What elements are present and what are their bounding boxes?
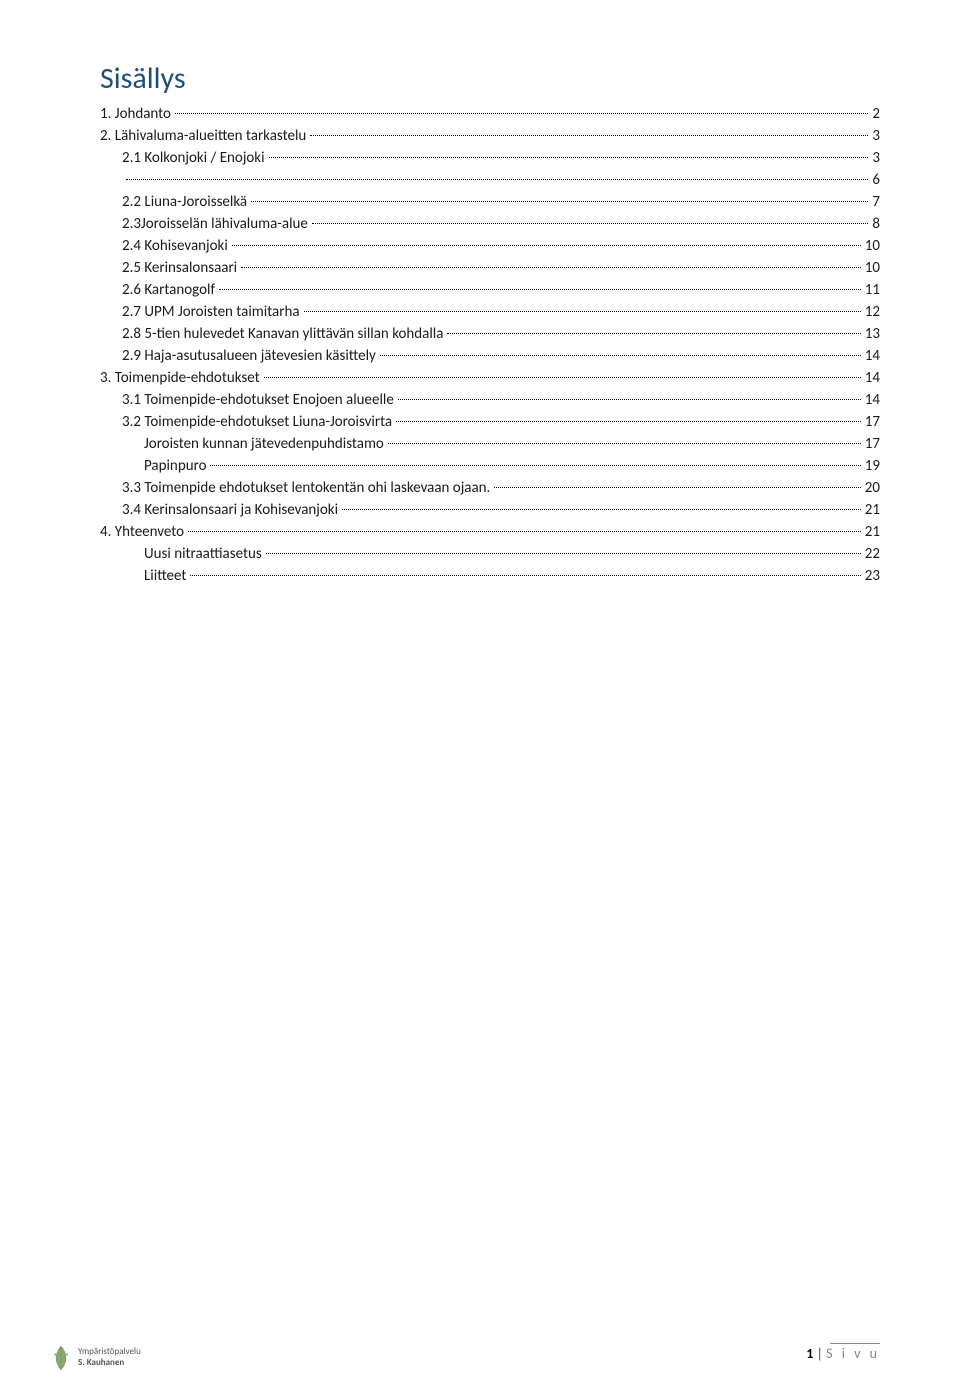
toc-label: 3.4 Kerinsalonsaari ja Kohisevanjoki bbox=[122, 501, 338, 519]
toc-leader bbox=[396, 421, 861, 422]
toc-leader bbox=[304, 311, 861, 312]
toc-page: 17 bbox=[865, 435, 880, 453]
toc-label: 2.5 Kerinsalonsaari bbox=[122, 259, 237, 277]
toc-entry[interactable]: 2.6 Kartanogolf 11 bbox=[100, 281, 880, 299]
toc-leader bbox=[312, 223, 869, 224]
toc-page: 10 bbox=[865, 259, 880, 277]
toc-entry[interactable]: 2. Lähivaluma-alueitten tarkastelu 3 bbox=[100, 127, 880, 145]
toc-entry[interactable]: 3. Toimenpide-ehdotukset 14 bbox=[100, 369, 880, 387]
toc-page: 19 bbox=[865, 457, 880, 475]
toc-label: 3. Toimenpide-ehdotukset bbox=[100, 369, 260, 387]
toc-label: 1. Johdanto bbox=[100, 105, 171, 123]
toc-entry[interactable]: 3.3 Toimenpide ehdotukset lentokentän oh… bbox=[100, 479, 880, 497]
toc-leader bbox=[398, 399, 861, 400]
toc-page: 21 bbox=[865, 523, 880, 541]
toc-leader bbox=[175, 113, 868, 114]
toc-page: 3 bbox=[872, 127, 880, 145]
toc-page: 6 bbox=[872, 171, 880, 189]
toc-label: Liitteet bbox=[144, 567, 186, 585]
toc-entry[interactable]: 2.5 Kerinsalonsaari 10 bbox=[100, 259, 880, 277]
toc-label: 2. Lähivaluma-alueitten tarkastelu bbox=[100, 127, 306, 145]
toc-page: 11 bbox=[865, 281, 880, 299]
toc-leader bbox=[380, 355, 861, 356]
toc-label: 2.4 Kohisevanjoki bbox=[122, 237, 228, 255]
footer-logo: Ympäristöpalvelu S. Kauhanen bbox=[50, 1344, 141, 1372]
toc-page: 14 bbox=[865, 391, 880, 409]
toc-leader bbox=[232, 245, 861, 246]
toc-entry[interactable]: Liitteet 23 bbox=[100, 567, 880, 585]
toc-leader bbox=[188, 531, 861, 532]
toc-entry[interactable]: 6 bbox=[100, 171, 880, 189]
toc-entry[interactable]: Papinpuro 19 bbox=[100, 457, 880, 475]
toc-label: Papinpuro bbox=[144, 457, 206, 475]
toc-leader bbox=[269, 157, 869, 158]
toc-label: 4. Yhteenveto bbox=[100, 523, 184, 541]
toc-leader bbox=[126, 179, 868, 180]
toc-leader bbox=[266, 553, 861, 554]
toc-entry[interactable]: 3.4 Kerinsalonsaari ja Kohisevanjoki 21 bbox=[100, 501, 880, 519]
toc-leader bbox=[241, 267, 861, 268]
page-label: S i v u bbox=[826, 1345, 880, 1362]
toc-leader bbox=[494, 487, 860, 488]
toc-leader bbox=[190, 575, 860, 576]
toc-leader bbox=[264, 377, 861, 378]
toc-page: 8 bbox=[872, 215, 880, 233]
toc-entry[interactable]: 4. Yhteenveto 21 bbox=[100, 523, 880, 541]
toc-leader bbox=[219, 289, 861, 290]
toc-label: 2.2 Liuna-Joroisselkä bbox=[122, 193, 247, 211]
toc-entry[interactable]: Uusi nitraattiasetus 22 bbox=[100, 545, 880, 563]
page-footer: 1 | S i v u bbox=[806, 1345, 880, 1362]
toc-entry[interactable]: 2.8 5-tien hulevedet Kanavan ylittävän s… bbox=[100, 325, 880, 343]
page-separator: | bbox=[817, 1345, 827, 1362]
toc-leader bbox=[388, 443, 861, 444]
toc-label: 2.9 Haja-asutusalueen jätevesien käsitte… bbox=[122, 347, 376, 365]
toc-label: 2.6 Kartanogolf bbox=[122, 281, 215, 299]
toc-page: 23 bbox=[865, 567, 880, 585]
toc-page: 13 bbox=[865, 325, 880, 343]
toc-entry[interactable]: 2.2 Liuna-Joroisselkä 7 bbox=[100, 193, 880, 211]
toc-label: 3.1 Toimenpide-ehdotukset Enojoen alueel… bbox=[122, 391, 394, 409]
toc-page: 10 bbox=[865, 237, 880, 255]
toc-label: 3.2 Toimenpide-ehdotukset Liuna-Joroisvi… bbox=[122, 413, 392, 431]
toc-container: 1. Johdanto 2 2. Lähivaluma-alueitten tar… bbox=[100, 105, 880, 585]
toc-page: 20 bbox=[865, 479, 880, 497]
toc-label: Joroisten kunnan jätevedenpuhdistamo bbox=[144, 435, 384, 453]
logo-line2: S. Kauhanen bbox=[78, 1358, 141, 1369]
toc-entry[interactable]: 2.7 UPM Joroisten taimitarha 12 bbox=[100, 303, 880, 321]
toc-entry[interactable]: 3.2 Toimenpide-ehdotukset Liuna-Joroisvi… bbox=[100, 413, 880, 431]
toc-page: 2 bbox=[872, 105, 880, 123]
toc-entry[interactable]: 2.4 Kohisevanjoki 10 bbox=[100, 237, 880, 255]
toc-page: 14 bbox=[865, 369, 880, 387]
toc-label: 3.3 Toimenpide ehdotukset lentokentän oh… bbox=[122, 479, 490, 497]
toc-leader bbox=[310, 135, 868, 136]
toc-page: 21 bbox=[865, 501, 880, 519]
toc-label: Uusi nitraattiasetus bbox=[144, 545, 262, 563]
toc-page: 22 bbox=[865, 545, 880, 563]
toc-entry[interactable]: Joroisten kunnan jätevedenpuhdistamo 17 bbox=[100, 435, 880, 453]
toc-entry[interactable]: 2.1 Kolkonjoki / Enojoki 3 bbox=[100, 149, 880, 167]
toc-label: 2.3Joroisselän lähivaluma-alue bbox=[122, 215, 308, 233]
toc-label: 2.7 UPM Joroisten taimitarha bbox=[122, 303, 300, 321]
toc-page: 12 bbox=[865, 303, 880, 321]
toc-label: 2.8 5-tien hulevedet Kanavan ylittävän s… bbox=[122, 325, 443, 343]
toc-leader bbox=[342, 509, 861, 510]
toc-page: 3 bbox=[872, 149, 880, 167]
footer-divider bbox=[830, 1343, 880, 1344]
toc-entry[interactable]: 3.1 Toimenpide-ehdotukset Enojoen alueel… bbox=[100, 391, 880, 409]
toc-label: 2.1 Kolkonjoki / Enojoki bbox=[122, 149, 265, 167]
toc-leader bbox=[210, 465, 860, 466]
toc-entry[interactable]: 2.3Joroisselän lähivaluma-alue 8 bbox=[100, 215, 880, 233]
leaf-icon bbox=[50, 1344, 72, 1372]
toc-leader bbox=[447, 333, 860, 334]
toc-entry[interactable]: 1. Johdanto 2 bbox=[100, 105, 880, 123]
page-number: 1 bbox=[806, 1345, 813, 1362]
toc-title: Sisällys bbox=[100, 60, 880, 97]
footer-logo-text: Ympäristöpalvelu S. Kauhanen bbox=[78, 1347, 141, 1369]
toc-leader bbox=[251, 201, 868, 202]
toc-entry[interactable]: 2.9 Haja-asutusalueen jätevesien käsitte… bbox=[100, 347, 880, 365]
toc-page: 7 bbox=[872, 193, 880, 211]
toc-page: 17 bbox=[865, 413, 880, 431]
toc-page: 14 bbox=[865, 347, 880, 365]
